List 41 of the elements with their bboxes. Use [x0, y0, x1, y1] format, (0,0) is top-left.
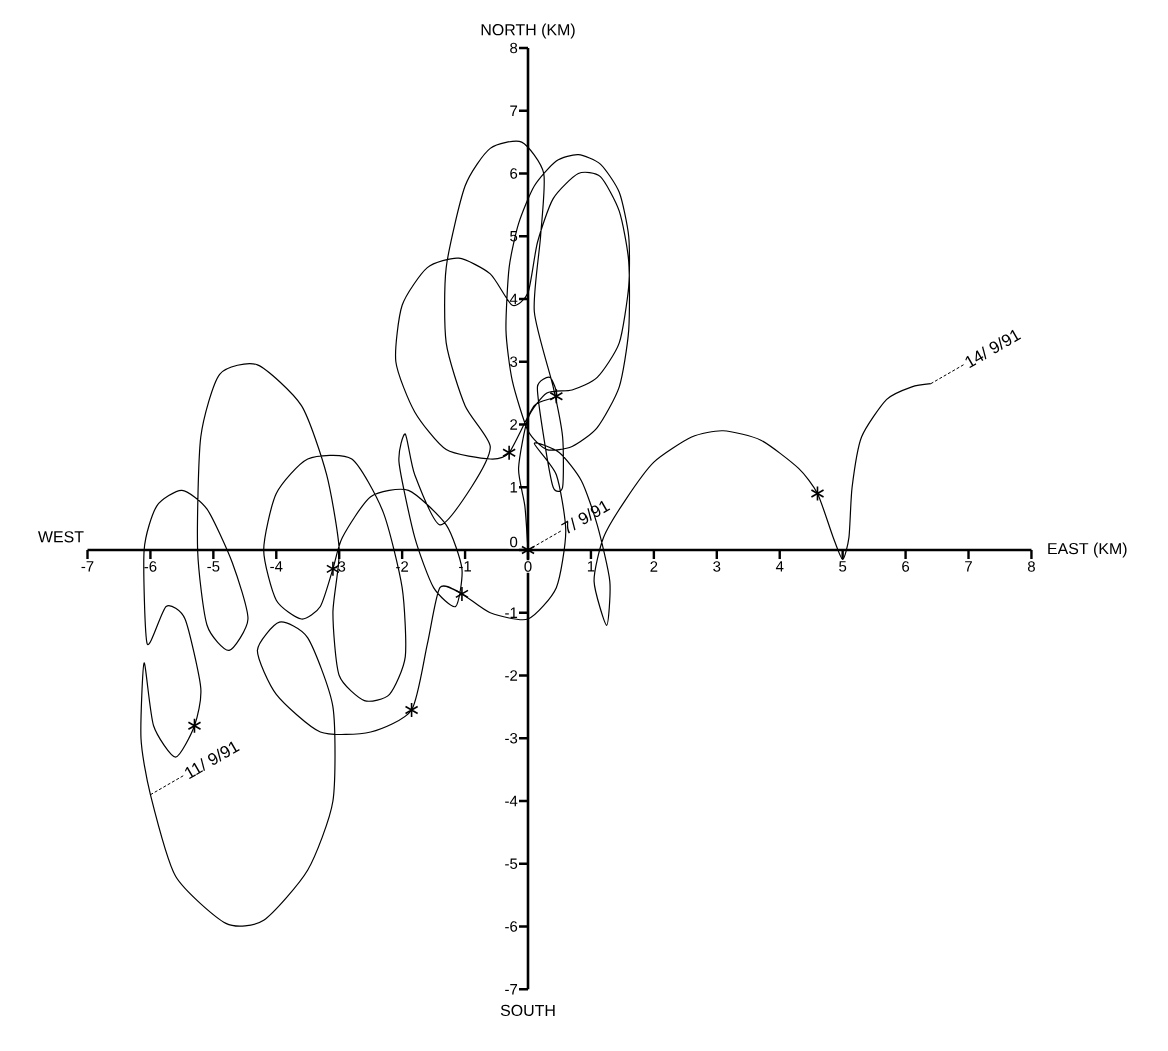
- y-tick-label: 2: [510, 419, 518, 430]
- x-tick-label: 8: [1027, 561, 1035, 572]
- y-tick-label: 7: [510, 105, 518, 116]
- x-tick-label: 7: [965, 561, 972, 572]
- point: [455, 586, 469, 602]
- y-tick-label: -1: [505, 607, 518, 618]
- y-tick-label: -2: [505, 670, 518, 681]
- x-tick-label: 5: [839, 561, 847, 572]
- y-tick-label: 3: [510, 356, 518, 368]
- point: [404, 702, 419, 718]
- y-tick-label: -3: [505, 732, 518, 744]
- y-tick-label: -6: [505, 921, 518, 932]
- y-tick-label: 1: [510, 482, 518, 493]
- point: [187, 717, 202, 734]
- point: [549, 388, 564, 405]
- annotation: 11/ 9/91: [185, 741, 240, 780]
- y-tick-label: -7: [505, 984, 518, 995]
- y-axis-title: NORTH (KM): [481, 23, 575, 39]
- x-tick-label: 0: [524, 561, 532, 572]
- annotation: 14/ 9/91: [965, 329, 1022, 369]
- text: SOUTH: [500, 1004, 555, 1017]
- point: [810, 485, 825, 502]
- x-tick-label: 1: [587, 561, 595, 572]
- x-tick-label: 3: [713, 561, 721, 572]
- x-tick-label: 4: [775, 561, 784, 572]
- x-tick-label: -7: [81, 561, 94, 572]
- annotation: 7/ 9/91: [561, 500, 611, 534]
- x-axis-title: EAST (KM): [1048, 542, 1127, 558]
- x-tick-label: -4: [270, 561, 283, 572]
- y-tick-label: 8: [510, 42, 518, 54]
- point: [502, 444, 516, 461]
- x-tick-label: -6: [144, 561, 157, 572]
- x-tick-label: 6: [902, 561, 910, 572]
- y-tick-label: 6: [510, 168, 518, 179]
- x-tick-label: 2: [650, 561, 658, 572]
- y-tick-label: 0: [510, 536, 518, 548]
- text: WEST: [37, 531, 84, 543]
- y-tick-label: -4: [505, 795, 518, 807]
- y-tick-label: -5: [505, 858, 518, 869]
- y-tick-label: 4: [509, 293, 518, 305]
- x-tick-label: -5: [207, 561, 220, 572]
